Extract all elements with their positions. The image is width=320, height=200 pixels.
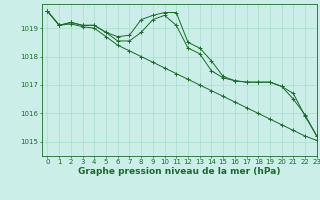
X-axis label: Graphe pression niveau de la mer (hPa): Graphe pression niveau de la mer (hPa): [78, 167, 280, 176]
